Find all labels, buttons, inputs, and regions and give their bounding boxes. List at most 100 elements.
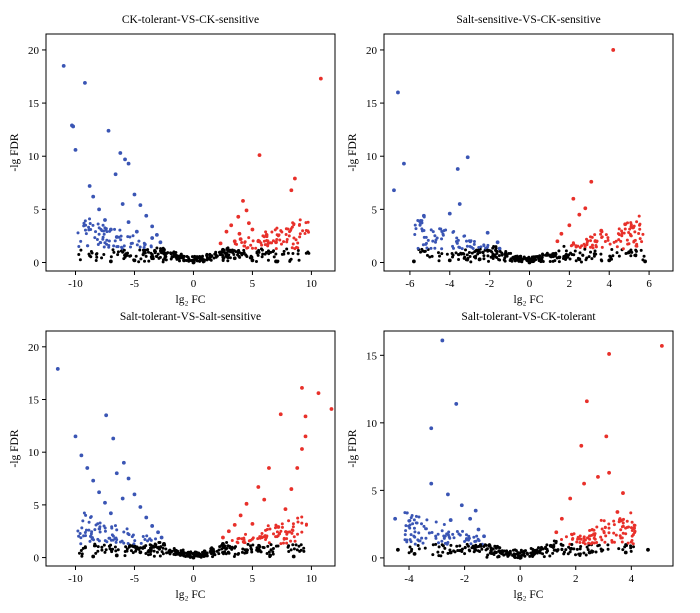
background-point (531, 553, 535, 557)
background-point (254, 259, 258, 263)
background-point (471, 247, 475, 251)
background-point (562, 550, 566, 554)
background-point (634, 254, 638, 258)
background-point (122, 541, 126, 545)
background-point (264, 230, 268, 234)
background-point (442, 229, 446, 233)
background-point (81, 546, 85, 550)
background-point (551, 551, 555, 555)
background-point (485, 248, 489, 252)
background-point (519, 556, 523, 560)
background-point (113, 227, 117, 231)
up-regulated-point (607, 470, 611, 475)
background-point (214, 250, 218, 254)
background-point (494, 550, 498, 554)
background-point (80, 552, 84, 556)
background-point (617, 238, 621, 242)
background-point (264, 251, 268, 255)
background-point (583, 538, 587, 542)
up-regulated-point (571, 196, 576, 201)
background-point (115, 528, 119, 532)
background-point (88, 217, 92, 221)
background-point (107, 245, 111, 249)
background-point (430, 254, 434, 258)
background-point (79, 548, 83, 552)
down-regulated-point (150, 236, 155, 240)
density-points (76, 217, 311, 264)
background-point (293, 539, 297, 543)
background-point (125, 527, 129, 531)
background-point (113, 524, 117, 528)
background-point (414, 227, 418, 231)
background-point (486, 553, 490, 557)
background-point (265, 528, 269, 532)
background-point (110, 550, 114, 554)
background-point (472, 550, 476, 554)
background-point (128, 235, 132, 239)
background-point (83, 531, 87, 535)
background-point (593, 239, 597, 243)
background-point (421, 243, 425, 247)
y-tick-label: 0 (372, 257, 378, 269)
background-point (242, 538, 246, 542)
background-point (279, 242, 283, 246)
up-regulated-point (607, 352, 611, 356)
background-point (440, 543, 444, 547)
chart-title: Salt-tolerant-VS-Salt-sensitive (120, 311, 261, 323)
down-regulated-point (71, 124, 76, 129)
background-point (514, 257, 518, 261)
background-point (521, 257, 525, 261)
background-point (620, 540, 624, 544)
background-point (119, 234, 123, 238)
x-tick-label: 2 (573, 573, 579, 585)
background-point (79, 536, 83, 540)
background-point (543, 253, 547, 257)
background-point (244, 532, 248, 536)
background-point (403, 533, 407, 537)
up-regulated-point (567, 223, 572, 228)
background-point (285, 237, 289, 241)
background-point (292, 535, 296, 539)
background-point (249, 243, 253, 247)
background-point (620, 231, 624, 235)
background-point (259, 550, 263, 554)
background-point (112, 244, 116, 248)
background-point (463, 255, 467, 259)
volcano-panel-2: Salt-sensitive-VS-CK-sensitive -6 -4 -2 0 2 4 6… (347, 14, 674, 306)
background-point (638, 223, 642, 227)
up-regulated-point (232, 523, 237, 527)
background-point (612, 531, 616, 535)
background-point (287, 549, 291, 553)
background-point (208, 252, 212, 256)
background-point (102, 524, 106, 528)
background-point (133, 544, 137, 548)
background-point (276, 234, 280, 238)
background-point (417, 539, 421, 543)
background-point (284, 530, 288, 534)
background-point (420, 247, 424, 251)
background-point (451, 253, 455, 257)
background-point (114, 549, 118, 553)
up-regulated-point (559, 231, 564, 236)
down-regulated-point (154, 232, 159, 237)
background-point (300, 530, 304, 534)
background-point (511, 548, 515, 552)
background-point (268, 241, 272, 245)
background-point (454, 239, 458, 243)
background-point (236, 253, 240, 257)
background-point (153, 542, 157, 546)
background-point (557, 260, 561, 264)
up-regulated-point (577, 212, 582, 217)
background-point (498, 258, 502, 262)
background-point (137, 260, 141, 264)
background-point (591, 246, 595, 250)
background-point (484, 548, 488, 552)
background-point (585, 243, 589, 247)
background-point (284, 233, 288, 237)
background-point (635, 220, 639, 224)
background-point (410, 514, 414, 518)
background-point (617, 227, 621, 231)
background-point (98, 530, 102, 534)
background-point (452, 229, 456, 233)
background-point (424, 536, 428, 540)
